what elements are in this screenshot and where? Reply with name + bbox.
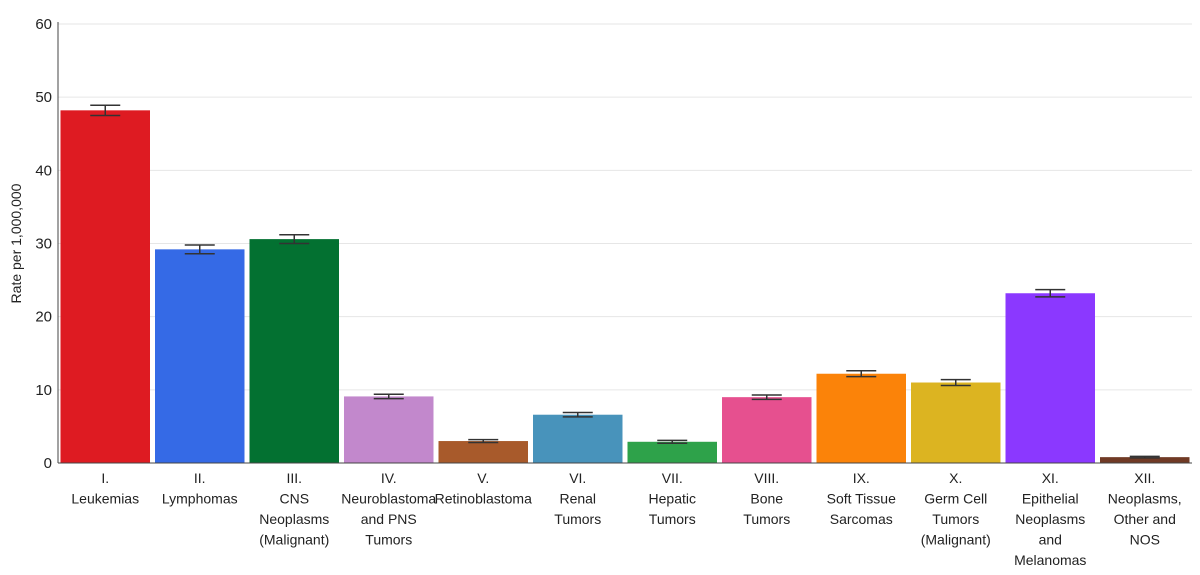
x-tick-label: CNS [279,491,309,507]
x-tick-label: III. [286,470,302,486]
x-tick-label: NOS [1130,532,1160,548]
x-tick-label: Germ Cell [924,491,987,507]
x-tick-label: Hepatic [649,491,696,507]
x-tick-label: Neoplasms, [1108,491,1182,507]
bar [533,414,623,463]
x-tick-label: XII. [1134,470,1155,486]
y-tick-label: 50 [35,89,52,106]
y-tick-label: 40 [35,162,52,179]
x-tick-label: I. [101,470,109,486]
x-tick-label: Melanomas [1014,552,1086,568]
x-tick-label: Neuroblastoma [341,491,436,507]
x-tick-label: Neoplasms [259,511,329,527]
x-tick-label: Renal [559,491,596,507]
x-tick-label: Retinoblastoma [435,491,532,507]
x-tick-label: Sarcomas [830,511,893,527]
x-tick-label: Neoplasms [1015,511,1085,527]
y-tick-label: 0 [44,455,52,472]
x-tick-label: Tumors [743,511,790,527]
x-tick-label: II. [194,470,206,486]
bar [1100,457,1190,463]
x-tick-label: VIII. [754,470,779,486]
bar [60,110,150,463]
x-tick-label: Other and [1114,511,1176,527]
x-tick-label: and PNS [361,511,417,527]
x-tick-label: X. [949,470,962,486]
bar [1005,293,1095,463]
x-tick-label: Tumors [932,511,979,527]
bar [344,396,434,463]
x-tick-label: VI. [569,470,586,486]
x-tick-label: Epithelial [1022,491,1079,507]
x-tick-label: (Malignant) [921,532,991,548]
x-tick-label: IX. [853,470,870,486]
bar [911,382,1001,463]
x-tick-label: V. [477,470,489,486]
y-tick-label: 60 [35,16,52,33]
x-tick-label: and [1039,532,1062,548]
x-tick-label: Leukemias [71,491,139,507]
x-tick-label: Tumors [649,511,696,527]
y-axis-title: Rate per 1,000,000 [8,183,24,303]
x-tick-label: Bone [750,491,783,507]
x-tick-label: VII. [662,470,683,486]
x-tick-label: Lymphomas [162,491,238,507]
bar [627,441,717,463]
y-tick-label: 10 [35,382,52,399]
bar [816,373,906,463]
x-tick-label: Tumors [554,511,601,527]
x-tick-label: (Malignant) [259,532,329,548]
bar [249,239,339,463]
x-tick-label: XI. [1042,470,1059,486]
y-tick-label: 30 [35,236,52,253]
bar [438,441,528,463]
x-tick-label: Tumors [365,532,412,548]
bar [722,397,812,463]
y-tick-label: 20 [35,309,52,326]
x-tick-label: IV. [381,470,397,486]
bar [155,249,245,463]
x-tick-label: Soft Tissue [827,491,896,507]
